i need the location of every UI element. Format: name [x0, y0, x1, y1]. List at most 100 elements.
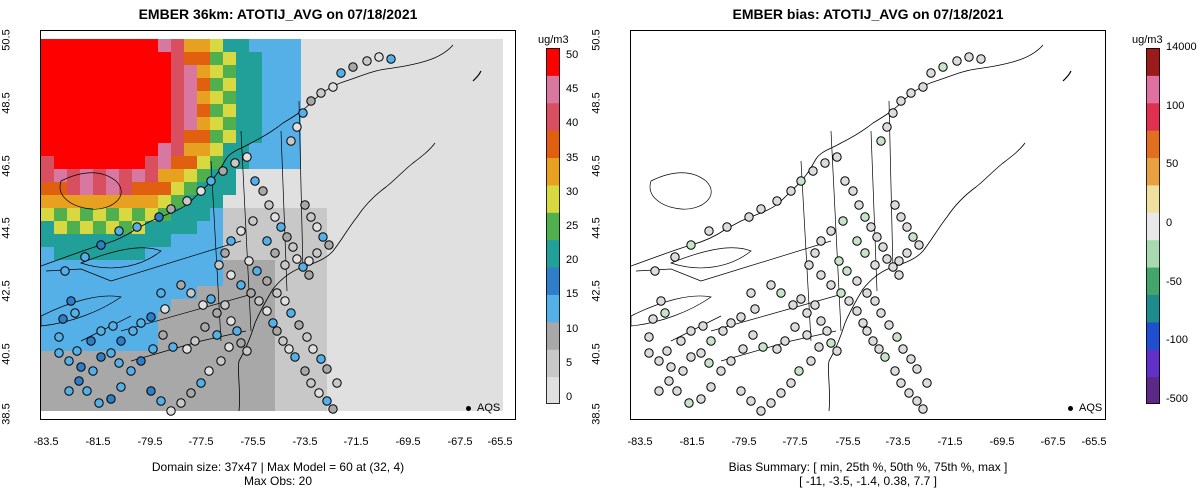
model-cell [249, 312, 263, 326]
model-cell [93, 117, 107, 131]
model-cell [184, 65, 198, 79]
model-cell [418, 338, 432, 352]
colorbar-segment [546, 75, 560, 104]
colorbar-segment [1146, 239, 1160, 268]
model-cell [405, 247, 419, 261]
colorbar-segment [546, 267, 560, 295]
model-cell [379, 39, 393, 53]
monitor-site [914, 240, 924, 250]
monitor-site [746, 396, 756, 406]
model-cell [366, 117, 380, 131]
model-cell [340, 260, 354, 274]
monitor-site [114, 226, 124, 236]
model-cell [171, 156, 185, 170]
monitor-site [902, 222, 912, 232]
model-cell [171, 78, 185, 92]
model-cell [171, 234, 185, 248]
model-cell [470, 312, 484, 326]
monitor-site [304, 270, 314, 280]
monitor-site [318, 232, 328, 242]
model-cell [418, 52, 432, 66]
monitor-site [796, 294, 806, 304]
model-cell [353, 221, 367, 235]
model-cell [392, 234, 406, 248]
model-cell [353, 182, 367, 196]
monitor-site [882, 122, 892, 132]
model-cell [67, 286, 81, 300]
model-cell [353, 273, 367, 287]
monitor-site [80, 252, 90, 262]
model-cell [41, 78, 55, 92]
model-cell [223, 65, 237, 79]
left-caption-line2: Max Obs: 20 [243, 474, 313, 488]
model-cell [119, 234, 133, 248]
monitor-site [820, 158, 830, 168]
model-cell [340, 312, 354, 326]
model-cell [41, 195, 55, 209]
model-cell [392, 104, 406, 118]
model-cell [340, 338, 354, 352]
monitor-site [302, 332, 312, 342]
monitor-site [362, 56, 372, 66]
monitor-site [890, 366, 900, 376]
monitor-site [906, 88, 916, 98]
model-cell [41, 104, 55, 118]
monitor-site [892, 332, 902, 342]
monitor-site [244, 256, 254, 266]
model-cell [119, 390, 133, 404]
model-cell [444, 377, 458, 391]
model-cell [444, 195, 458, 209]
model-cell [392, 208, 406, 222]
right-caption-line2: [ -11, -3.5, -1.4, 0.38, 7.7 ] [799, 474, 937, 488]
model-cell [93, 195, 107, 209]
model-cell [379, 390, 393, 404]
monitor-site [772, 196, 782, 206]
lat-tick: 42.5 [0, 280, 13, 302]
model-cell [171, 221, 185, 235]
model-cell [457, 299, 471, 313]
monitor-site [670, 252, 680, 262]
model-cell [106, 104, 120, 118]
monitor-site [328, 82, 338, 92]
model-cell [457, 78, 471, 92]
model-cell [249, 117, 263, 131]
model-cell [457, 195, 471, 209]
model-cell [418, 117, 432, 131]
model-cell [197, 260, 211, 274]
model-cell [444, 260, 458, 274]
model-cell [93, 312, 107, 326]
monitor-site [272, 326, 282, 336]
model-cell [366, 208, 380, 222]
model-cell [197, 130, 211, 144]
model-cell [145, 143, 159, 157]
model-cell [145, 299, 159, 313]
model-cell [184, 104, 198, 118]
model-cell [210, 221, 224, 235]
colorbar-tick-label: 0 [566, 391, 573, 403]
model-cell [41, 169, 55, 183]
model-cell [171, 260, 185, 274]
model-cell [236, 104, 250, 118]
model-cell [106, 52, 120, 66]
concentration-map[interactable] [40, 30, 516, 420]
model-cell [132, 286, 146, 300]
bias-map[interactable] [630, 30, 1106, 420]
monitor-site [88, 366, 98, 376]
model-cell [145, 195, 159, 209]
model-cell [171, 52, 185, 66]
colorbar-tick-label: -500 [1166, 393, 1189, 405]
monitor-site [270, 212, 280, 222]
colorbar-segment [1146, 48, 1160, 76]
model-cell [483, 65, 497, 79]
model-cell [483, 273, 497, 287]
monitor-site [840, 176, 850, 186]
model-cell [41, 390, 55, 404]
model-cell [483, 182, 497, 196]
colorbar-tick-label: 5 [566, 356, 573, 369]
model-cell [483, 104, 497, 118]
model-cell [340, 273, 354, 287]
model-cell [379, 104, 393, 118]
lat-tick: 44.5 [0, 217, 13, 239]
model-cell [106, 312, 120, 326]
monitor-site [74, 376, 84, 386]
